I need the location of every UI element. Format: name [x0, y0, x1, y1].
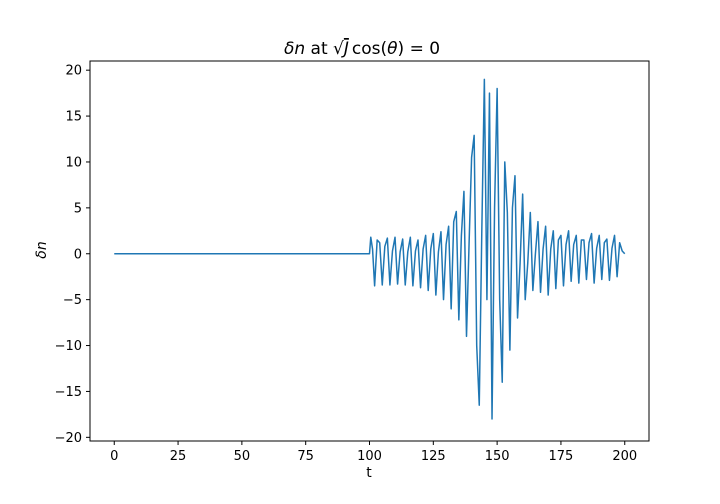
- y-tick-label: −20: [55, 431, 82, 446]
- y-axis-label: δn: [34, 241, 50, 258]
- x-tick-label: 175: [549, 449, 574, 464]
- y-tick-label: −10: [55, 339, 82, 354]
- x-tick-label: 0: [110, 449, 118, 464]
- y-tick-label: 20: [65, 64, 82, 79]
- title-var: δn: [284, 39, 305, 59]
- axis-ticks: 0 25 50 75 100 125 150 175 200 −20 −15 −10 −5 0 5 10 15 2…: [55, 64, 638, 464]
- title-sqrt-sign: √: [333, 39, 344, 59]
- x-tick-label: 75: [297, 449, 314, 464]
- y-tick-label: −15: [55, 385, 82, 400]
- title-at: at: [305, 39, 333, 59]
- x-axis-label: t: [366, 465, 372, 481]
- y-tick-label: 0: [74, 247, 82, 262]
- x-tick-label: 125: [421, 449, 446, 464]
- y-tick-label: 15: [65, 110, 82, 125]
- x-tick-label: 200: [612, 449, 637, 464]
- chart-title: δn at √J cos(θ) = 0: [284, 39, 440, 59]
- title-theta: θ: [387, 39, 398, 59]
- y-tick-label: −5: [63, 293, 82, 308]
- y-tick-label: 10: [65, 155, 82, 170]
- title-rest: ) = 0: [398, 39, 441, 59]
- x-tick-label: 150: [485, 449, 510, 464]
- series-line-0: [114, 78, 626, 420]
- title-sqrt-arg: J: [341, 39, 349, 59]
- x-tick-label: 25: [170, 449, 187, 464]
- title-cos: cos(: [352, 39, 387, 59]
- x-tick-label: 50: [234, 449, 251, 464]
- x-tick-label: 100: [357, 449, 382, 464]
- y-tick-label: 5: [74, 201, 82, 216]
